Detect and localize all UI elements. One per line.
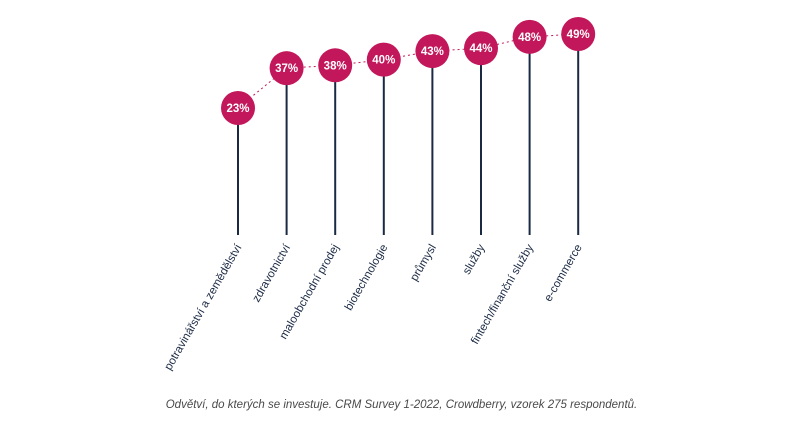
lollipop-marker <box>366 42 401 77</box>
value-label: 40% <box>372 55 395 67</box>
lollipop-marker <box>269 51 304 86</box>
value-label: 37% <box>275 63 298 75</box>
value-label: 48% <box>518 32 541 44</box>
value-label: 44% <box>469 43 492 55</box>
lollipop-marker <box>561 17 596 51</box>
lollipop-marker <box>318 48 353 83</box>
value-label: 23% <box>226 103 249 115</box>
category-label: zdravotnictví <box>251 242 294 305</box>
lollipop-marker <box>464 31 498 66</box>
lollipop-marker <box>221 91 255 125</box>
category-label: e-commerce <box>542 243 584 304</box>
category-label: průmysl <box>408 243 439 284</box>
lollipop-marker <box>415 34 450 69</box>
value-label: 43% <box>421 46 444 58</box>
lollipop-marker <box>512 19 547 54</box>
chart-caption: Odvětví, do kterých se investuje. CRM Su… <box>165 399 638 411</box>
value-label: 38% <box>324 60 347 72</box>
category-label: služby <box>461 242 488 276</box>
category-label: potravinářství a zemědělství <box>163 242 245 373</box>
category-label: biotechnologie <box>343 243 390 313</box>
value-label: 49% <box>567 29 590 41</box>
